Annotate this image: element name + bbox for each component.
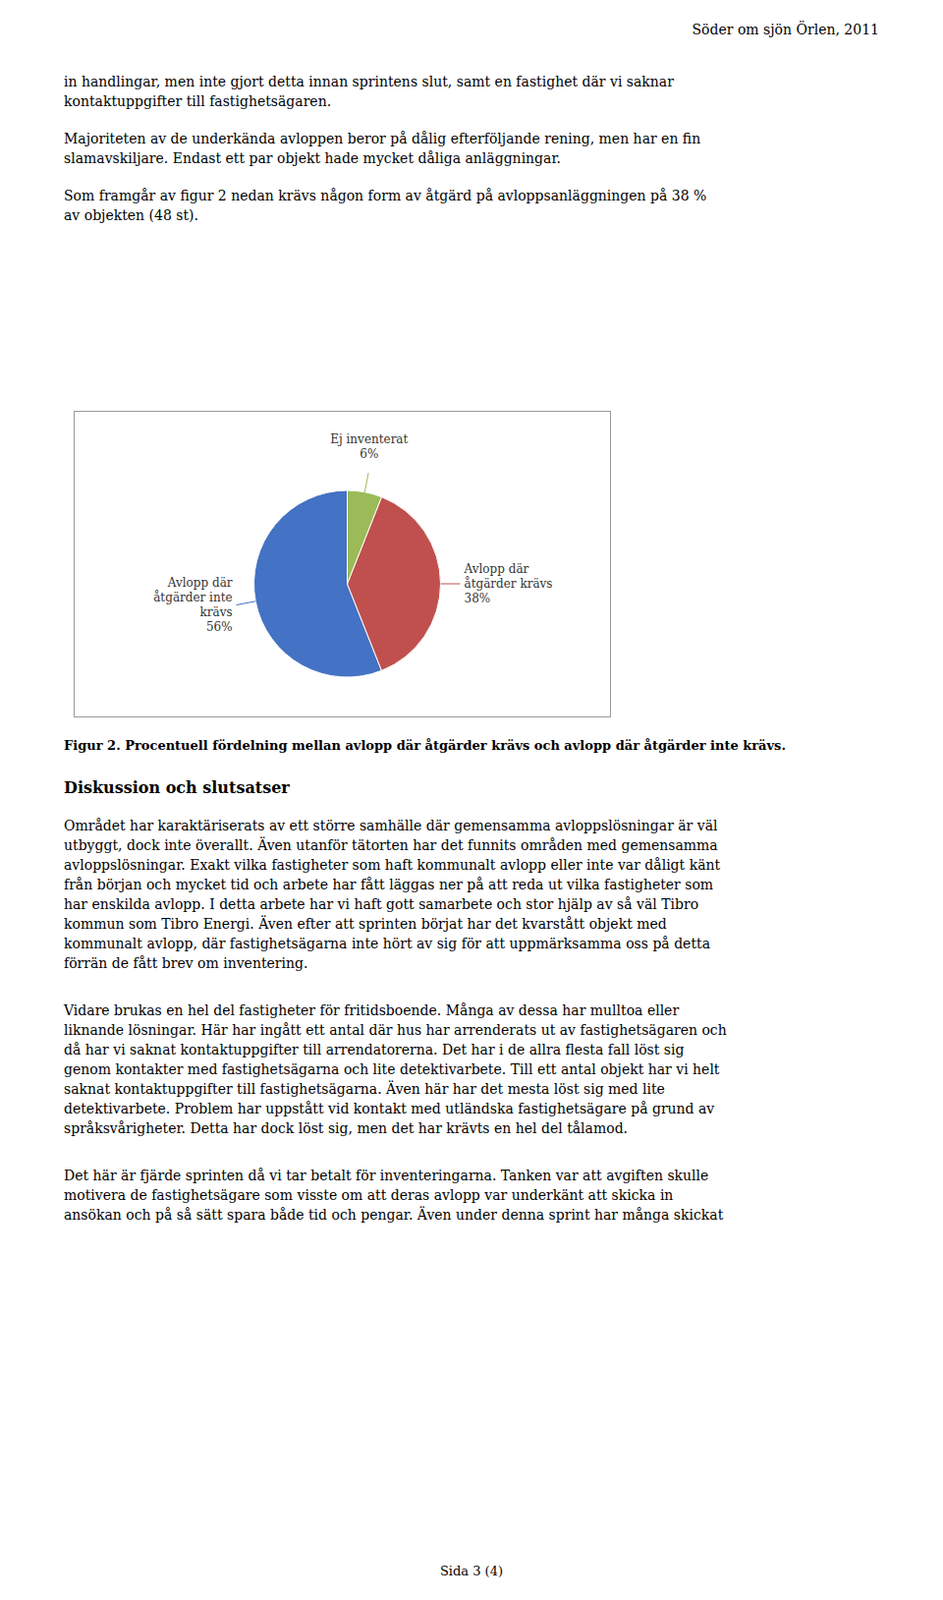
- html-text:Det här är fjärde sprinten då: Det här är fjärde sprinten då vi tar bet…: [63, 1166, 709, 1183]
- html-text:slamavskiljare. Endast ett par: slamavskiljare. Endast ett par objekt ha…: [63, 150, 561, 167]
- html-text:Området har karaktäriserats av: Området har karaktäriserats av ett störr…: [63, 817, 718, 833]
- html-text:språksvårigheter. Detta har do: språksvårigheter. Detta har dock löst si…: [63, 1119, 628, 1136]
- html-text:motivera de fastighetsägare so: motivera de fastighetsägare som visste o…: [63, 1186, 674, 1203]
- html-text:kontaktuppgifter till fastighe: kontaktuppgifter till fastighetsägaren.: [63, 93, 332, 110]
- html-text:detektivarbete. Problem har up: detektivarbete. Problem har uppstått vid…: [63, 1100, 715, 1116]
- html-text:Söder om sjön Örlen, 2011: Söder om sjön Örlen, 2011: [692, 21, 880, 38]
- html-text:avloppslösningar. Exakt vilka: avloppslösningar. Exakt vilka fastighete…: [63, 856, 721, 873]
- html-text:Som framgår av figur 2 nedan k: Som framgår av figur 2 nedan krävs någon…: [63, 187, 707, 204]
- html-text:ansökan och på så sätt spara b: ansökan och på så sätt spara både tid oc…: [63, 1206, 724, 1222]
- html-text:av objekten (48 st).: av objekten (48 st).: [63, 207, 199, 223]
- html-text:har enskilda avlopp. I detta a: har enskilda avlopp. I detta arbete har …: [63, 895, 699, 912]
- svg-text:Ej inventerat6%: Ej inventerat6%: [330, 432, 408, 461]
- html-text:då har vi saknat kontaktuppgif: då har vi saknat kontaktuppgifter till a…: [63, 1041, 685, 1057]
- html-text:in handlingar, men inte gjort: in handlingar, men inte gjort detta inna…: [63, 73, 674, 90]
- svg-text:Avlopp däråtgärder krävs38%: Avlopp däråtgärder krävs38%: [463, 561, 554, 606]
- html-text:kommunalt avlopp, där fastighe: kommunalt avlopp, där fastighetsägarna i…: [63, 935, 711, 951]
- html-text:liknande lösningar. Här har in: liknande lösningar. Här har ingått ett a…: [63, 1021, 727, 1038]
- html-text:utbyggt, dock inte överallt. Ä: utbyggt, dock inte överallt. Även utanfö…: [63, 836, 718, 853]
- svg-text:Avlopp däråtgärder intekrävs56: Avlopp däråtgärder intekrävs56%: [153, 575, 233, 634]
- html-text:från början och mycket tid och: från början och mycket tid och arbete ha…: [63, 876, 714, 892]
- html-text:saknat kontaktuppgifter till f: saknat kontaktuppgifter till fastighetsä…: [63, 1080, 665, 1097]
- html-text:kommun som Tibro Energi. Även: kommun som Tibro Energi. Även efter att …: [63, 915, 667, 932]
- html-text:Sida 3 (4): Sida 3 (4): [440, 1562, 503, 1578]
- html-text:Majoriteten av de underkända a: Majoriteten av de underkända avloppen be…: [63, 130, 701, 147]
- html-text:förrän de fått brev om invente: förrän de fått brev om inventering.: [63, 954, 308, 971]
- html-text:Vidare brukas en hel del fasti: Vidare brukas en hel del fastigheter för…: [63, 1001, 679, 1018]
- html-text:Figur 2. Procentuell fördelnin: Figur 2. Procentuell fördelning mellan a…: [63, 737, 786, 753]
- html-text:Diskussion och slutsatser: Diskussion och slutsatser: [63, 777, 290, 797]
- html-text:genom kontakter med fastighets: genom kontakter med fastighetsägarna och…: [63, 1060, 720, 1077]
